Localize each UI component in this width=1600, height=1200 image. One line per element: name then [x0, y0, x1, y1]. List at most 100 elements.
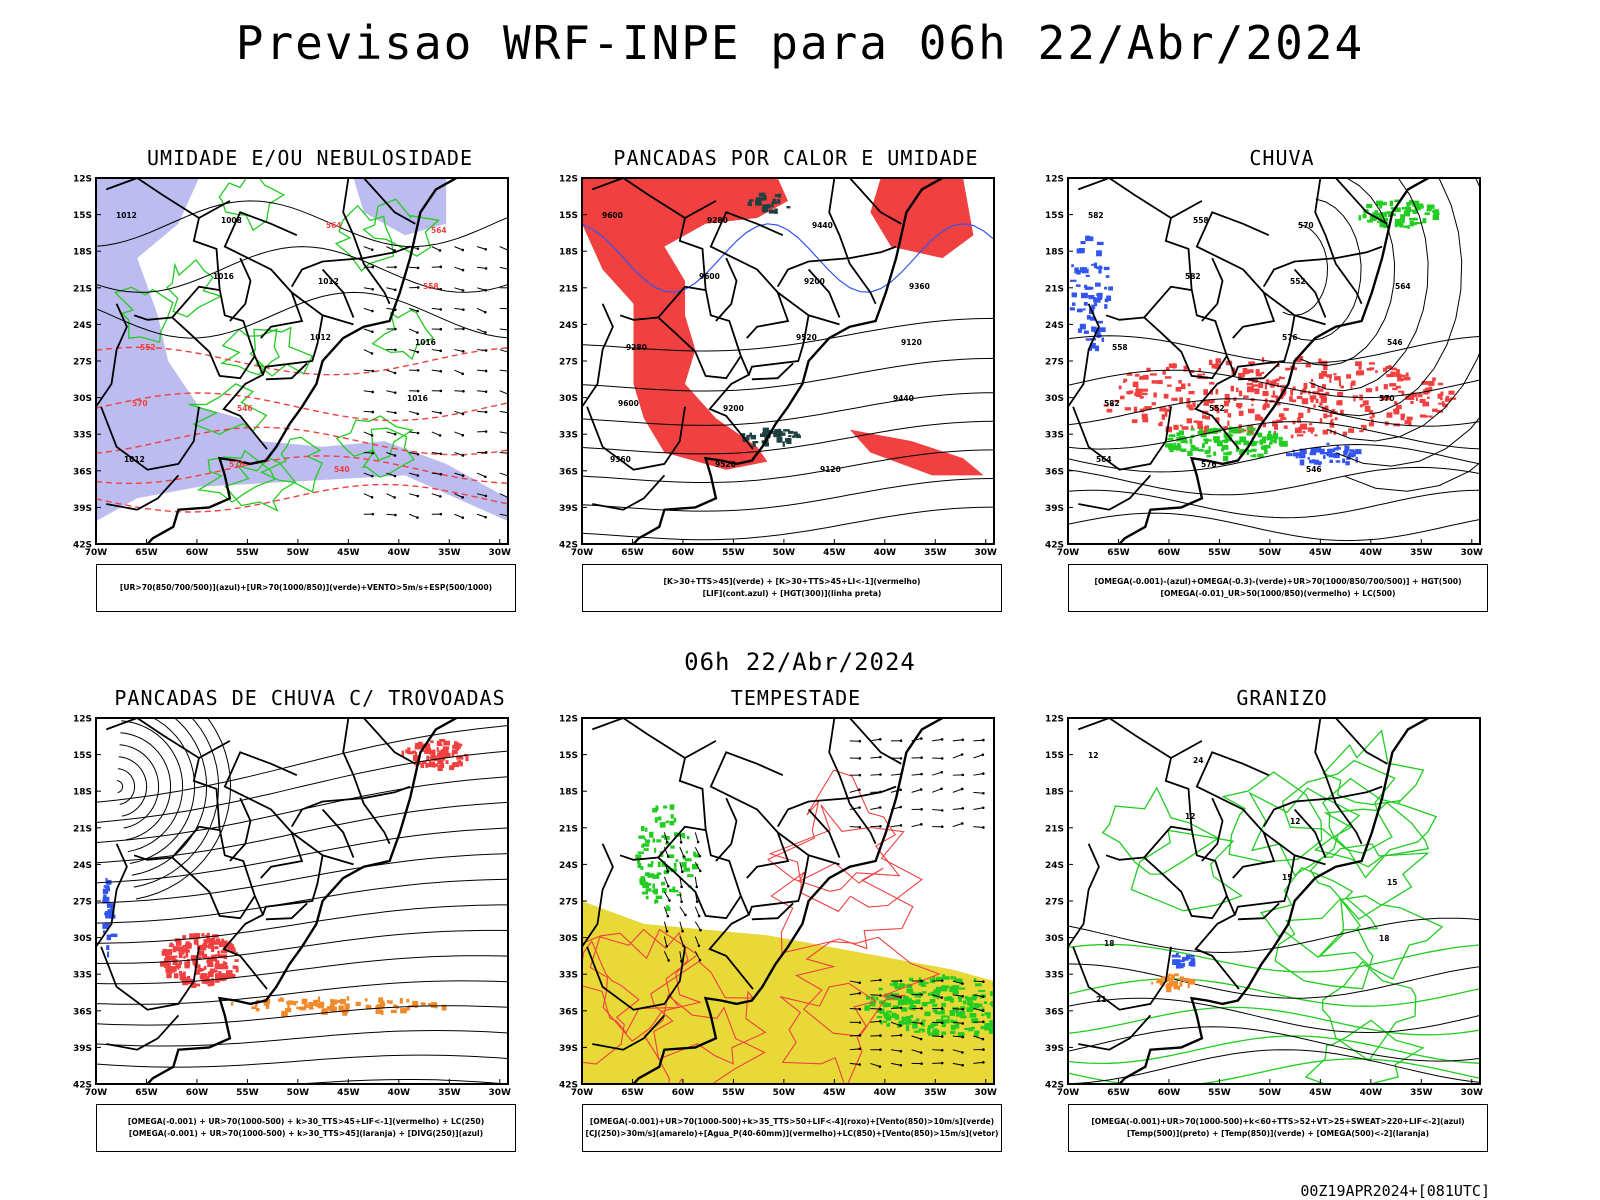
rain-ascent-area [1104, 304, 1108, 309]
heat-convection-area [749, 199, 754, 202]
contour-value-label: 552 [1209, 404, 1225, 413]
wind-vector [879, 1034, 882, 1037]
state-border [828, 178, 877, 305]
lat-label: 18S [73, 788, 92, 798]
wind-vector [394, 411, 397, 415]
rain-ascent-area [1348, 452, 1355, 458]
streamline [96, 801, 508, 864]
lat-label: 24S [1045, 321, 1064, 331]
wind-vector [499, 246, 508, 251]
rain-area [1307, 427, 1315, 432]
lon-label: 45W [823, 548, 846, 558]
wind-vector [408, 410, 418, 415]
wind-vector [477, 369, 487, 372]
wind-850-area [645, 839, 651, 844]
wind-vector [920, 1062, 923, 1065]
shower-area [292, 1001, 299, 1004]
shower-area [308, 1002, 314, 1008]
precip-water-contour [779, 982, 878, 1084]
lon-label: 35W [438, 548, 461, 558]
contour-value-label: 9280 [626, 343, 647, 352]
thunderstorm-area [220, 950, 228, 954]
state-border [321, 268, 355, 318]
thunderstorm-area [203, 966, 207, 970]
temperature-850-contour [1068, 978, 1480, 1007]
state-border [1195, 751, 1326, 866]
wind-vector [973, 1008, 984, 1012]
wind-850-area [682, 856, 686, 860]
streamline [1326, 178, 1480, 442]
wind-850-area [905, 1015, 911, 1020]
state-border [849, 178, 902, 225]
shower-area [386, 999, 389, 1004]
wind-850-area [905, 1025, 910, 1032]
lat-label: 12S [73, 715, 92, 725]
contour-value-label: 9600 [618, 399, 639, 408]
rain-area [1383, 367, 1388, 372]
wind-vector [993, 1008, 994, 1009]
rain-omega-area [1233, 428, 1237, 433]
wind-vector [394, 265, 397, 269]
rain-area [1230, 385, 1234, 392]
legend-line: [UR>70(850/700/500)](azul)+[UR>70(1000/8… [119, 583, 493, 592]
state-border [342, 718, 391, 845]
wind-vector [439, 472, 443, 476]
wind-vector [920, 823, 923, 826]
streamline [301, 1079, 498, 1084]
wind-850-area [663, 805, 668, 809]
legend-line: [OMEGA(-0.001) + UR>70(1000-500) + k>30_… [127, 1117, 485, 1126]
wind-850-area [949, 997, 954, 1003]
wind-vector [952, 1062, 963, 1066]
rain-omega-area [1271, 440, 1275, 443]
lat-label: 15S [1045, 751, 1064, 761]
lon-label: 65W [621, 1088, 644, 1098]
rain-omega-area [1389, 200, 1394, 207]
rain-ascent-area [1333, 452, 1340, 459]
thunderstorm-area [235, 967, 239, 973]
wind-vector [476, 328, 486, 333]
lat-label: 39S [559, 1044, 578, 1054]
wind-850-area [640, 876, 645, 880]
heat-convection-area [744, 436, 748, 441]
height-contour [1068, 398, 1480, 427]
height-contour [1068, 466, 1480, 496]
wind-vector [454, 493, 463, 498]
wind-850-area [941, 1031, 947, 1035]
rain-area [1114, 399, 1120, 403]
heat-convection-area [756, 197, 763, 200]
wind-850-area [943, 976, 950, 980]
wind-vector [431, 307, 441, 310]
thunderstorm-area [178, 952, 185, 955]
state-border [1232, 832, 1276, 879]
streamline [96, 904, 508, 944]
shower-area [286, 1001, 293, 1005]
forecast-time-label: 06h 22/Abr/2024 [684, 648, 916, 676]
rain-ascent-area [1086, 315, 1091, 320]
rain-omega-area [1432, 210, 1439, 213]
rain-omega-area [1259, 440, 1263, 445]
rain-area [1419, 399, 1426, 403]
rain-area [1158, 423, 1162, 427]
rain-ascent-area [1355, 449, 1362, 455]
thunderstorm-area [417, 741, 423, 746]
rain-omega-area [1395, 224, 1400, 227]
rain-omega-area [1212, 427, 1217, 434]
rain-area [1351, 380, 1356, 386]
wind-850-area [989, 1020, 994, 1026]
rain-ascent-area [1335, 460, 1341, 463]
run-info-footer: 00Z19APR2024+[081UTC] [1300, 1182, 1490, 1200]
wind-850-area [681, 862, 687, 868]
rain-omega-area [1406, 203, 1410, 208]
wind-vector [461, 248, 465, 252]
rain-omega-area [1409, 200, 1413, 205]
rain-ascent-area [1104, 298, 1109, 303]
shower-area [441, 1004, 447, 1011]
state-border [657, 316, 742, 380]
rain-area [1368, 422, 1375, 427]
wind-vector [409, 431, 419, 434]
streamline [117, 768, 136, 805]
contour-value-label: 1012 [116, 211, 137, 220]
rain-ascent-area [1085, 274, 1090, 277]
rain-area [1167, 384, 1172, 387]
state-border [1237, 362, 1280, 381]
